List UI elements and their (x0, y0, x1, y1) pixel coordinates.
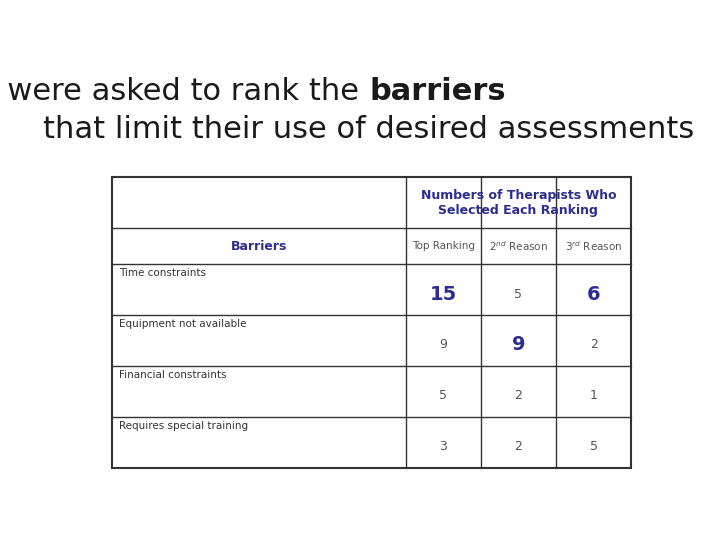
Text: Time constraints: Time constraints (119, 268, 206, 278)
Text: that limit their use of desired assessments: that limit their use of desired assessme… (43, 114, 695, 144)
Text: 5: 5 (514, 287, 523, 300)
Text: 6: 6 (587, 285, 600, 303)
Text: 2$^{nd}$ Reason: 2$^{nd}$ Reason (489, 239, 548, 253)
Text: 5: 5 (590, 440, 598, 453)
Text: Numbers of Therapists Who
Selected Each Ranking: Numbers of Therapists Who Selected Each … (420, 188, 616, 217)
Text: Top Ranking: Top Ranking (412, 241, 474, 251)
Text: 5: 5 (439, 389, 447, 402)
Text: 9: 9 (512, 335, 525, 354)
Text: Barriers: Barriers (230, 240, 287, 253)
Text: 15: 15 (430, 285, 456, 303)
Text: Requires special training: Requires special training (119, 421, 248, 430)
Text: 2: 2 (515, 389, 522, 402)
Text: 2: 2 (515, 440, 522, 453)
Text: Financial constraints: Financial constraints (119, 369, 227, 380)
Text: 3: 3 (439, 440, 447, 453)
Text: 9: 9 (439, 339, 447, 352)
Text: Therapists were asked to rank the: Therapists were asked to rank the (0, 77, 369, 106)
Text: barriers: barriers (369, 77, 505, 106)
Text: Equipment not available: Equipment not available (119, 319, 246, 329)
Text: 1: 1 (590, 389, 598, 402)
Text: 2: 2 (590, 339, 598, 352)
Text: 3$^{rd}$ Reason: 3$^{rd}$ Reason (565, 239, 622, 253)
